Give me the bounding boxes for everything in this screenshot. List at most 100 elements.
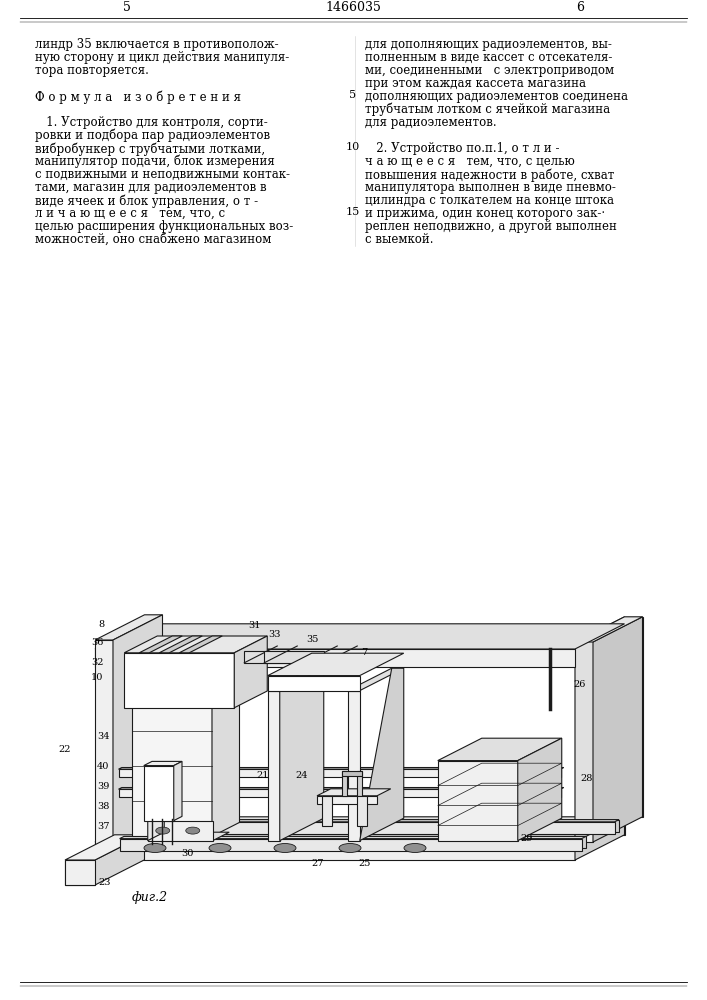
Text: 23: 23 bbox=[98, 878, 111, 887]
Polygon shape bbox=[342, 771, 347, 796]
Ellipse shape bbox=[156, 827, 170, 834]
Ellipse shape bbox=[186, 827, 200, 834]
Polygon shape bbox=[159, 636, 202, 653]
Polygon shape bbox=[132, 706, 212, 836]
Text: 26: 26 bbox=[573, 680, 586, 689]
Polygon shape bbox=[438, 738, 562, 761]
Polygon shape bbox=[212, 692, 240, 836]
Polygon shape bbox=[119, 789, 561, 797]
Polygon shape bbox=[317, 796, 377, 804]
Text: 35: 35 bbox=[306, 635, 318, 644]
Polygon shape bbox=[575, 817, 624, 860]
Polygon shape bbox=[95, 842, 575, 860]
Polygon shape bbox=[95, 835, 144, 885]
Text: для радиоэлементов.: для радиоэлементов. bbox=[365, 116, 496, 129]
Polygon shape bbox=[348, 691, 360, 841]
Polygon shape bbox=[144, 761, 182, 766]
Text: 10: 10 bbox=[91, 673, 103, 682]
Polygon shape bbox=[317, 789, 391, 796]
Text: с выемкой.: с выемкой. bbox=[365, 233, 433, 246]
Text: повышения надежности в работе, схват: повышения надежности в работе, схват bbox=[365, 168, 614, 182]
Polygon shape bbox=[124, 636, 267, 653]
Polygon shape bbox=[119, 768, 563, 769]
Polygon shape bbox=[95, 640, 113, 860]
Text: 28: 28 bbox=[580, 774, 593, 783]
Text: 36: 36 bbox=[91, 638, 103, 647]
Ellipse shape bbox=[274, 844, 296, 852]
Text: можностей, оно снабжено магазином: можностей, оно снабжено магазином bbox=[35, 233, 271, 246]
Polygon shape bbox=[113, 615, 163, 860]
Ellipse shape bbox=[144, 844, 166, 852]
Text: реплен неподвижно, а другой выполнен: реплен неподвижно, а другой выполнен bbox=[365, 220, 617, 233]
Polygon shape bbox=[348, 668, 404, 691]
Polygon shape bbox=[139, 636, 182, 653]
Text: Ф о р м у л а   и з о б р е т е н и я: Ф о р м у л а и з о б р е т е н и я bbox=[35, 90, 241, 104]
Polygon shape bbox=[132, 692, 240, 706]
Text: 6: 6 bbox=[575, 1, 584, 14]
Text: виде ячеек и блок управления, о т -: виде ячеек и блок управления, о т - bbox=[35, 194, 258, 208]
Text: 24: 24 bbox=[296, 771, 308, 780]
Text: 5: 5 bbox=[123, 1, 132, 14]
Text: 31: 31 bbox=[248, 621, 260, 630]
Text: 15: 15 bbox=[346, 207, 360, 217]
Text: вибробункер с трубчатыми лотками,: вибробункер с трубчатыми лотками, bbox=[35, 142, 265, 155]
Text: 37: 37 bbox=[97, 822, 110, 831]
Polygon shape bbox=[575, 617, 643, 642]
Polygon shape bbox=[157, 820, 619, 832]
Text: л и ч а ю щ е е с я   тем, что, с: л и ч а ю щ е е с я тем, что, с bbox=[35, 207, 225, 220]
Text: ч а ю щ е е с я   тем, что, с целью: ч а ю щ е е с я тем, что, с целью bbox=[365, 155, 575, 168]
Text: трубчатым лотком с ячейкой магазина: трубчатым лотком с ячейкой магазина bbox=[365, 103, 610, 116]
Polygon shape bbox=[322, 796, 332, 826]
Text: 2. Устройство по.п.1, о т л и -: 2. Устройство по.п.1, о т л и - bbox=[365, 142, 559, 155]
Polygon shape bbox=[357, 771, 362, 796]
Polygon shape bbox=[95, 624, 624, 649]
Polygon shape bbox=[65, 860, 95, 885]
Text: 34: 34 bbox=[97, 732, 110, 741]
Text: полненным в виде кассет с отсекателя-: полненным в виде кассет с отсекателя- bbox=[365, 51, 612, 64]
Polygon shape bbox=[95, 649, 575, 667]
Polygon shape bbox=[575, 617, 624, 842]
Text: 22: 22 bbox=[59, 746, 71, 754]
Ellipse shape bbox=[339, 844, 361, 852]
Text: 32: 32 bbox=[91, 658, 103, 667]
Text: ми, соединенными   с электроприводом: ми, соединенными с электроприводом bbox=[365, 64, 614, 77]
Text: 27: 27 bbox=[312, 859, 324, 868]
Polygon shape bbox=[119, 788, 563, 789]
Polygon shape bbox=[153, 822, 614, 834]
Polygon shape bbox=[148, 821, 213, 841]
Text: цилиндра с толкателем на конце штока: цилиндра с толкателем на конце штока bbox=[365, 194, 614, 207]
Polygon shape bbox=[95, 817, 624, 842]
Text: целью расширения функциональных воз-: целью расширения функциональных воз- bbox=[35, 220, 293, 233]
Polygon shape bbox=[153, 820, 619, 822]
Text: ную сторону и цикл действия манипуля-: ную сторону и цикл действия манипуля- bbox=[35, 51, 289, 64]
Polygon shape bbox=[342, 771, 362, 776]
Polygon shape bbox=[119, 839, 582, 851]
Text: 30: 30 bbox=[182, 849, 194, 858]
Text: 1466035: 1466035 bbox=[325, 1, 382, 14]
Text: 25: 25 bbox=[358, 859, 371, 868]
Text: ровки и подбора пар радиоэлементов: ровки и подбора пар радиоэлементов bbox=[35, 129, 270, 142]
Polygon shape bbox=[244, 651, 304, 663]
Polygon shape bbox=[624, 617, 643, 817]
Polygon shape bbox=[144, 766, 174, 821]
Text: 7: 7 bbox=[361, 648, 368, 657]
Text: 8: 8 bbox=[98, 620, 105, 629]
Text: для дополняющих радиоэлементов, вы-: для дополняющих радиоэлементов, вы- bbox=[365, 38, 612, 51]
Text: тами, магазин для радиоэлементов в: тами, магазин для радиоэлементов в bbox=[35, 181, 267, 194]
Polygon shape bbox=[234, 636, 267, 708]
Text: 5: 5 bbox=[349, 90, 356, 100]
Polygon shape bbox=[360, 668, 404, 841]
Polygon shape bbox=[357, 796, 367, 826]
Text: и прижима, один конец которого зак-·: и прижима, один конец которого зак-· bbox=[365, 207, 605, 220]
Polygon shape bbox=[180, 636, 222, 653]
Text: при этом каждая кассета магазина: при этом каждая кассета магазина bbox=[365, 77, 586, 90]
Polygon shape bbox=[65, 835, 144, 860]
Polygon shape bbox=[65, 860, 95, 885]
Polygon shape bbox=[593, 617, 643, 842]
Ellipse shape bbox=[404, 844, 426, 852]
Polygon shape bbox=[174, 761, 182, 821]
Polygon shape bbox=[148, 812, 164, 841]
Text: 38: 38 bbox=[97, 802, 109, 811]
Polygon shape bbox=[148, 832, 229, 841]
Text: фиг.2: фиг.2 bbox=[132, 890, 168, 904]
